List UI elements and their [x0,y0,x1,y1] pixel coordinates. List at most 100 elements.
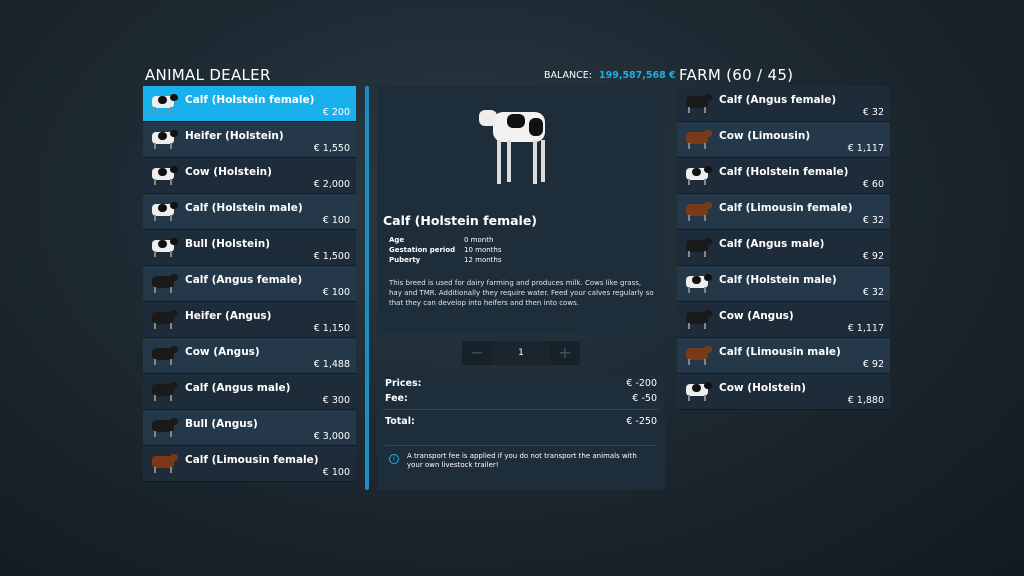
animal-name: Bull (Holstein) [185,238,270,250]
animal-price: € 32 [862,287,884,298]
animal-price: € 1,117 [847,323,884,334]
animal-price: € 2,000 [313,179,350,190]
animal-name: Cow (Limousin) [719,130,811,142]
animal-name: Cow (Angus) [719,310,794,322]
animal-name: Cow (Holstein) [185,166,272,178]
limousin-cow-icon [684,201,712,221]
animal-list-item[interactable]: Heifer (Angus) € 1,150 [143,302,356,338]
animal-list-item[interactable]: Calf (Holstein female) € 60 [677,158,890,194]
total-label: Total: [385,416,415,427]
animal-price: € 1,880 [847,395,884,406]
animal-name: Calf (Holstein male) [185,202,303,214]
holstein-cow-icon [150,165,178,185]
fee-value: € -50 [632,393,657,404]
farm-title: FARM (60 / 45) [679,66,794,84]
animal-name: Calf (Limousin male) [719,346,841,358]
increase-button[interactable]: + [550,341,580,365]
animal-list-item[interactable]: Calf (Angus male) € 92 [677,230,890,266]
animal-list-item[interactable]: Calf (Angus female) € 100 [143,266,356,302]
price-summary-panel: Prices: € -200 Fee: € -50 Total: € -250 i A… [377,373,665,490]
quantity-value: 1 [518,348,524,358]
limousin-cow-icon [684,345,712,365]
animal-price: € 100 [322,215,350,226]
animal-price: € 100 [322,287,350,298]
animal-list-item[interactable]: Calf (Limousin male) € 92 [677,338,890,374]
animal-list-item[interactable]: Cow (Holstein) € 2,000 [143,158,356,194]
animal-image-icon [479,104,551,184]
holstein-cow-icon [684,273,712,293]
angus-cow-icon [684,93,712,113]
decrease-button[interactable]: − [462,341,492,365]
animal-list-item[interactable]: Bull (Angus) € 3,000 [143,410,356,446]
animal-price: € 1,550 [313,143,350,154]
holstein-cow-icon [684,381,712,401]
dealer-scrollbar[interactable] [365,86,369,490]
animal-price: € 92 [862,251,884,262]
animal-list-item[interactable]: Cow (Angus) € 1,117 [677,302,890,338]
animal-price: € 32 [862,107,884,118]
attribute-label: Gestation period [389,246,456,254]
holstein-cow-icon [150,201,178,221]
attribute-value: 0 month [464,236,494,244]
animal-name: Cow (Angus) [185,346,260,358]
animal-list-item[interactable]: Calf (Limousin female) € 32 [677,194,890,230]
animal-list-item[interactable]: Heifer (Holstein) € 1,550 [143,122,356,158]
animal-name: Calf (Limousin female) [719,202,853,214]
animal-price: € 1,488 [313,359,350,370]
page-title: ANIMAL DEALER [145,66,271,84]
animal-price: € 92 [862,359,884,370]
info-icon: i [389,454,399,464]
fee-label: Fee: [385,393,408,404]
balance-value: 199,587,568 € [599,70,676,81]
animal-description: This breed is used for dairy farming and… [389,279,654,307]
animal-price: € 200 [322,107,350,118]
scrollbar-thumb[interactable] [365,86,369,490]
animal-price: € 60 [862,179,884,190]
animal-list-item[interactable]: Calf (Holstein male) € 32 [677,266,890,302]
animal-name: Calf (Angus female) [185,274,303,286]
attribute-value: 12 months [464,256,502,264]
attribute-label: Age [389,236,405,244]
animal-list-item[interactable]: Calf (Holstein male) € 100 [143,194,356,230]
angus-cow-icon [684,237,712,257]
animal-list-item[interactable]: Cow (Limousin) € 1,117 [677,122,890,158]
animal-name: Heifer (Holstein) [185,130,284,142]
animal-name: Calf (Holstein female) [185,94,315,106]
prices-label: Prices: [385,378,422,389]
animal-name: Calf (Angus female) [719,94,837,106]
animal-price: € 32 [862,215,884,226]
quantity-stepper[interactable]: − 1 + [462,341,580,365]
angus-cow-icon [150,381,178,401]
animal-price: € 300 [322,395,350,406]
angus-cow-icon [150,345,178,365]
animal-list-item[interactable]: Cow (Angus) € 1,488 [143,338,356,374]
animal-list-item[interactable]: Calf (Limousin female) € 100 [143,446,356,482]
animal-name: Calf (Angus male) [185,382,291,394]
angus-cow-icon [150,309,178,329]
animal-name: Bull (Angus) [185,418,258,430]
animal-name: Calf (Holstein male) [719,274,837,286]
holstein-cow-icon [150,237,178,257]
animal-list-item[interactable]: Cow (Holstein) € 1,880 [677,374,890,410]
transport-fee-info: A transport fee is applied if you do not… [407,452,637,469]
farm-animal-list[interactable]: Calf (Angus female) € 32 Cow (Limousin) … [677,86,890,410]
dealer-animal-list[interactable]: Calf (Holstein female) € 200 Heifer (Hol… [143,86,356,490]
animal-list-item[interactable]: Bull (Holstein) € 1,500 [143,230,356,266]
holstein-cow-icon [150,129,178,149]
animal-list-item[interactable]: Calf (Angus male) € 300 [143,374,356,410]
animal-price: € 1,150 [313,323,350,334]
animal-name: Calf (Limousin female) [185,454,319,466]
animal-list-item[interactable]: Calf (Holstein female) € 200 [143,86,356,122]
animal-name: Heifer (Angus) [185,310,272,322]
animal-detail-panel: Calf (Holstein female) Age 0 month Gestati… [377,86,665,334]
animal-list-item[interactable]: Calf (Angus female) € 32 [677,86,890,122]
animal-title: Calf (Holstein female) [383,213,538,228]
limousin-cow-icon [150,453,178,473]
attribute-row: Gestation period 10 months [389,246,502,254]
animal-name: Cow (Holstein) [719,382,806,394]
angus-cow-icon [150,417,178,437]
attribute-row: Age 0 month [389,236,502,244]
attribute-label: Puberty [389,256,421,264]
balance: BALANCE: 199,587,568 € [544,70,676,81]
balance-label: BALANCE: [544,70,592,81]
